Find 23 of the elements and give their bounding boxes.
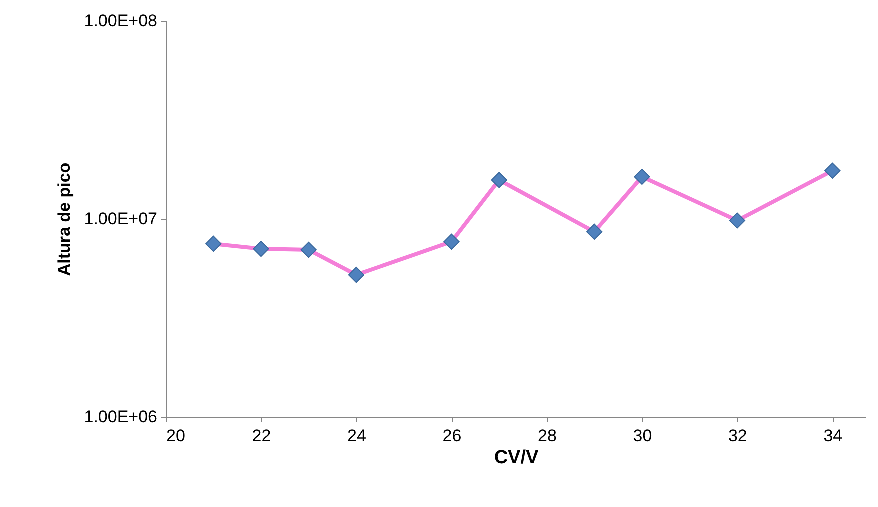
point	[824, 162, 841, 179]
point	[444, 234, 460, 250]
point	[729, 212, 746, 229]
point	[253, 240, 270, 258]
y-tick-label: 1.00E+08	[84, 12, 158, 30]
point	[300, 242, 317, 258]
point	[348, 266, 365, 284]
point	[634, 168, 650, 186]
point	[491, 172, 508, 188]
y-tick-label: 1.00E+07	[84, 210, 158, 228]
point	[206, 236, 222, 252]
point	[586, 224, 603, 240]
x-tick-label: 32	[728, 426, 748, 446]
x-tick-label: 22	[252, 426, 272, 446]
x-tick-label: 24	[348, 426, 366, 446]
x-tick-label: 20	[166, 426, 186, 446]
x-tick-label: 26	[442, 426, 462, 446]
x-tick-label: 30	[633, 426, 652, 446]
x-tick-label: 34	[824, 426, 843, 446]
x-axis-title: CV/V	[494, 448, 539, 468]
y-tick-label: 1.00E+06	[84, 408, 158, 426]
x-tick-label: 28	[538, 426, 557, 446]
y-axis-title: Altura de pico	[55, 162, 74, 276]
